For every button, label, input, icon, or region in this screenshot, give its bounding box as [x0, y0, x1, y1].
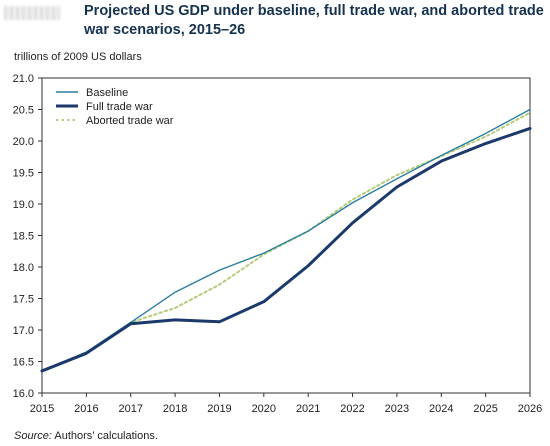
x-tick-label: 2017	[118, 403, 142, 415]
x-tick-label: 2025	[473, 403, 497, 415]
y-tick-label: 16.0	[13, 388, 34, 400]
source-label: Source:	[14, 430, 52, 442]
series-lines	[40, 108, 532, 373]
source-text: Authors’ calculations.	[54, 430, 158, 442]
x-tick-label: 2015	[30, 403, 54, 415]
y-tick-label: 20.0	[13, 136, 34, 148]
x-tick-label: 2020	[252, 403, 276, 415]
series-line-full-trade-war	[40, 126, 532, 373]
x-tick-label: 2016	[74, 403, 98, 415]
x-tick-label: 2019	[207, 403, 231, 415]
y-tick-label: 16.5	[13, 357, 34, 369]
y-tick-label: 17.0	[13, 325, 34, 337]
chart-axes: 16.0 16.5 17.0 17.5 18.0 18.5 19.0 19.5 20.0 20.5…	[13, 73, 543, 415]
y-tick-label: 18.5	[13, 231, 34, 243]
figure-number-redacted	[4, 6, 60, 20]
y-tick-label: 18.0	[13, 262, 34, 274]
source-note: Source: Authors’ calculations.	[14, 430, 158, 442]
x-tick-label: 2026	[518, 403, 542, 415]
x-tick-label: 2022	[340, 403, 364, 415]
chart-title: Projected US GDP under baseline, full tr…	[84, 3, 544, 38]
legend-label: Full trade war	[86, 101, 153, 113]
x-tick-label: 2021	[296, 403, 320, 415]
y-axis-units-label: trillions of 2009 US dollars	[14, 51, 142, 63]
y-tick-label: 19.5	[13, 168, 34, 180]
y-tick-label: 21.0	[13, 73, 34, 85]
x-tick-label: 2023	[385, 403, 409, 415]
y-tick-label: 17.5	[13, 294, 34, 306]
chart-legend: Baseline Full trade war Aborted trade war	[56, 87, 174, 127]
legend-label: Baseline	[86, 87, 128, 99]
legend-label: Aborted trade war	[86, 115, 174, 127]
x-tick-label: 2018	[163, 403, 187, 415]
x-tick-label: 2024	[429, 403, 453, 415]
y-tick-label: 19.0	[13, 199, 34, 211]
y-tick-label: 20.5	[13, 105, 34, 117]
